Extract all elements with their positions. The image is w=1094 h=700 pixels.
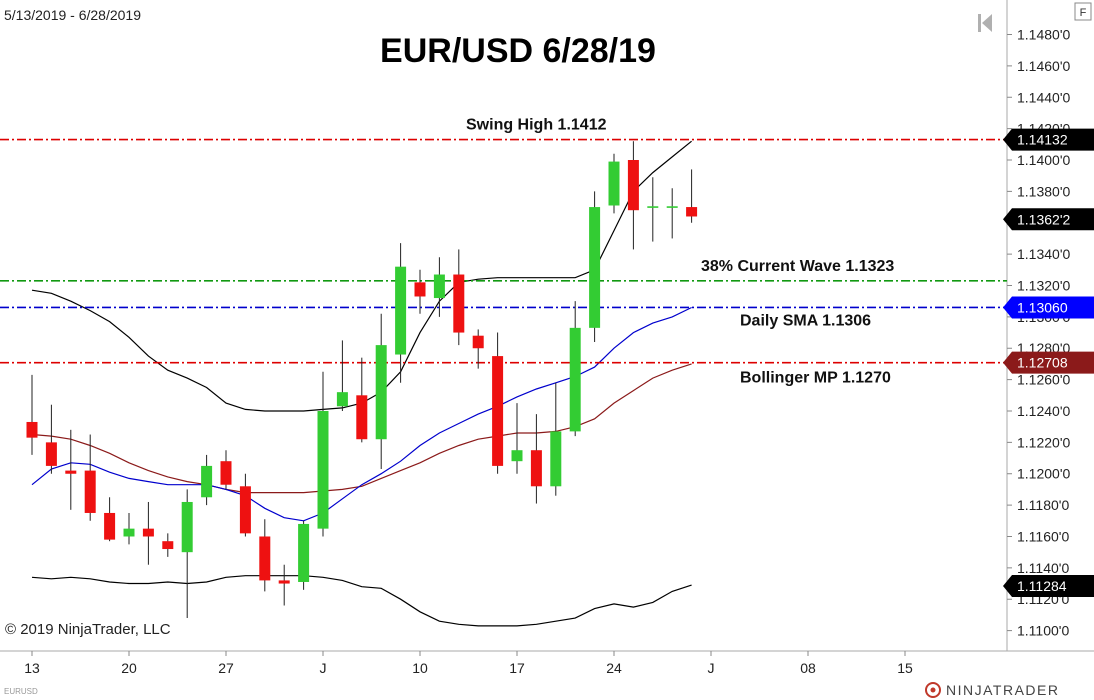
y-tick-label: 1.1340'0 — [1017, 246, 1070, 262]
symbol-watermark: EURUSD — [4, 687, 38, 696]
y-tick-label: 1.1140'0 — [1017, 560, 1069, 576]
candle-body — [259, 536, 271, 581]
candle-body — [201, 465, 213, 498]
candle-body — [162, 541, 174, 550]
candle-body — [45, 442, 57, 466]
collapse-panel-icon[interactable] — [974, 10, 996, 36]
candle-body — [492, 356, 504, 466]
f-button[interactable]: F — [1074, 2, 1092, 21]
indicator-line-bollinger-lower — [31, 575, 692, 627]
candle-body — [666, 206, 678, 208]
y-tick-label: 1.1480'0 — [1017, 27, 1070, 43]
y-tick-label: 1.1200'0 — [1017, 466, 1070, 482]
price-tag-line-2-bg — [1003, 296, 1094, 319]
price-tag-1: 1.11284 — [1017, 578, 1067, 594]
date-range: 5/13/2019 - 6/28/2019 — [4, 7, 141, 23]
y-tick-label: 1.1240'0 — [1017, 403, 1070, 419]
price-tag-0-bg — [1003, 208, 1094, 231]
x-tick-label: J — [708, 660, 715, 676]
candle-body — [26, 421, 38, 438]
y-tick-label: 1.1320'0 — [1017, 277, 1070, 293]
price-tag-1-bg — [1003, 575, 1094, 598]
y-tick-label: 1.1260'0 — [1017, 372, 1070, 388]
ninjatrader-logo: NINJATRADER — [925, 682, 1059, 698]
y-tick-label: 1.1400'0 — [1017, 152, 1070, 168]
y-tick-label: 1.1160'0 — [1017, 528, 1069, 544]
svg-text:NINJATRADER: NINJATRADER — [946, 682, 1059, 698]
indicator-line-bollinger-mid — [31, 363, 692, 494]
candle-body — [336, 392, 348, 407]
candle-body — [453, 274, 465, 333]
candle-body — [569, 327, 581, 432]
price-tag-line-3-bg — [1003, 351, 1094, 374]
x-tick-label: J — [320, 660, 327, 676]
candle-body — [414, 282, 426, 297]
price-tag-line-3: 1.12708 — [1017, 355, 1068, 371]
y-tick-label: 1.1380'0 — [1017, 183, 1070, 199]
candle-body — [433, 274, 445, 299]
candle-body — [472, 335, 484, 349]
copyright-text: © 2019 NinjaTrader, LLC — [5, 621, 171, 638]
y-tick-label: 1.1440'0 — [1017, 89, 1070, 105]
candle-body — [220, 461, 232, 485]
x-tick-label: 15 — [897, 660, 913, 676]
candle-body — [104, 512, 116, 540]
candle-body — [550, 431, 562, 487]
candle-body — [395, 266, 407, 355]
candle-body — [298, 523, 310, 582]
line-annotation-1: 38% Current Wave 1.1323 — [701, 258, 894, 275]
candle-body — [375, 345, 387, 440]
chart-title: EUR/USD 6/28/19 — [380, 32, 656, 70]
line-annotation-2: Daily SMA 1.1306 — [740, 312, 871, 329]
price-tag-line-0: 1.14132 — [1017, 132, 1068, 148]
x-tick-label: 24 — [606, 660, 622, 676]
candle-body — [511, 450, 523, 462]
y-tick-label: 1.1460'0 — [1017, 58, 1070, 74]
y-tick-label: 1.1220'0 — [1017, 434, 1070, 450]
candle-body — [647, 206, 659, 208]
svg-text:F: F — [1080, 7, 1087, 19]
candle-body — [142, 528, 154, 537]
price-tag-0: 1.1362'2 — [1017, 211, 1070, 227]
x-tick-label: 10 — [412, 660, 428, 676]
line-annotation-3: Bollinger MP 1.1270 — [740, 370, 891, 387]
candle-body — [65, 470, 77, 474]
indicator-line-daily-sma — [31, 306, 692, 522]
line-annotation-0: Swing High 1.1412 — [466, 117, 607, 134]
candle-body — [686, 207, 698, 217]
candle-body — [278, 580, 290, 584]
x-tick-label: 27 — [218, 660, 234, 676]
candle-body — [530, 450, 542, 487]
x-tick-label: 20 — [121, 660, 137, 676]
y-tick-label: 1.1100'0 — [1017, 623, 1069, 639]
x-tick-label: 17 — [509, 660, 525, 676]
candle-body — [608, 161, 620, 206]
candle-body — [123, 528, 135, 537]
candle-body — [239, 486, 251, 534]
price-tag-line-0-bg — [1003, 128, 1094, 151]
candle-body — [181, 501, 193, 553]
price-tag-line-2: 1.13060 — [1017, 299, 1068, 315]
candle-body — [317, 410, 329, 529]
candle-body — [356, 395, 368, 440]
candle-body — [627, 160, 639, 211]
candle-body — [589, 207, 601, 328]
x-tick-label: 08 — [800, 660, 816, 676]
y-tick-label: 1.1180'0 — [1017, 497, 1069, 513]
candle-body — [84, 470, 96, 513]
x-tick-label: 13 — [24, 660, 40, 676]
